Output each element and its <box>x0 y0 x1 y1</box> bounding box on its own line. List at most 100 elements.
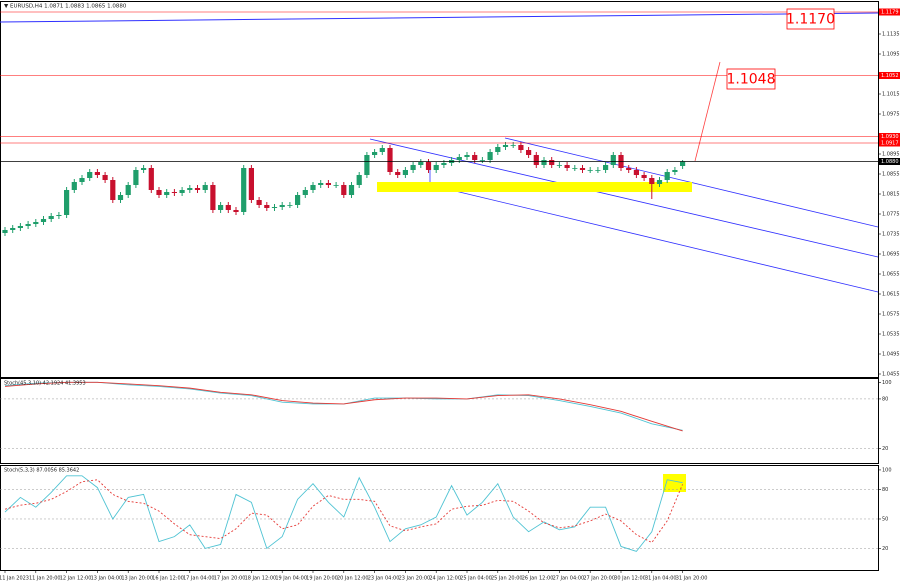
y-tick-label: 1.0495 <box>882 352 900 358</box>
candle-body <box>395 172 401 175</box>
annotation-box <box>726 68 776 90</box>
indicator-line <box>4 479 684 544</box>
highlight-zone <box>663 474 686 492</box>
candle-body <box>680 161 686 166</box>
candle-body <box>218 205 224 210</box>
y-tick-label: 20 <box>882 446 888 452</box>
y-tick-label: 80 <box>882 396 888 402</box>
y-tick-label: 1.0615 <box>882 292 900 298</box>
level-label: 1.0930 <box>881 134 899 140</box>
candle-body <box>210 185 216 210</box>
candle-body <box>341 185 347 195</box>
level-label: 1.1052 <box>881 73 899 79</box>
candle-body <box>179 190 185 193</box>
x-tick-label: 13 Jan 04:00 <box>91 576 123 582</box>
x-tick-label: 19 Jan 04:00 <box>275 576 307 582</box>
candle-body <box>348 185 355 195</box>
level-label-box <box>879 139 900 147</box>
level-label-box <box>879 158 900 165</box>
candle-body <box>595 170 601 171</box>
candle-body <box>318 183 324 185</box>
candle-body <box>610 155 616 165</box>
y-tick-label: 1.0695 <box>882 252 900 258</box>
main-panel-frame <box>0 1 879 378</box>
candle-body <box>387 148 393 172</box>
x-tick-label: 16 Jan 12:00 <box>152 576 184 582</box>
candle-body <box>164 192 170 195</box>
candle-body <box>526 150 532 155</box>
projection-line <box>694 61 721 162</box>
x-tick-label: 23 Jan 04:00 <box>368 576 400 582</box>
candle-body <box>248 168 254 200</box>
candle-body <box>94 172 100 175</box>
y-tick-label: 1.0855 <box>882 172 900 178</box>
candle-body <box>33 222 39 224</box>
x-tick-label: 25 Jan 04:00 <box>460 576 492 582</box>
candle-body <box>549 160 555 165</box>
candle-body <box>71 182 77 190</box>
candle-body <box>518 145 524 150</box>
annotation-box <box>786 8 835 30</box>
candle-body <box>402 170 408 175</box>
candle-body <box>664 172 670 180</box>
candle-body <box>279 205 285 207</box>
candle-body <box>125 185 131 195</box>
candle-body <box>2 230 8 233</box>
indicator-line <box>4 475 683 552</box>
candle-body <box>533 155 539 165</box>
marks <box>0 11 878 552</box>
indicator-panel-frame <box>0 378 879 464</box>
y-tick-label: 100 <box>882 467 892 473</box>
level-label: 1.0917 <box>881 141 899 147</box>
candle-body <box>410 165 416 170</box>
candle-body <box>48 216 54 219</box>
candle-body <box>372 152 378 155</box>
candle-body <box>194 188 201 190</box>
x-tick-label: 30 Jan 12:00 <box>614 576 646 582</box>
x-tick-label: 19 Jan 20:00 <box>306 576 338 582</box>
x-tick-label: 25 Jan 20:00 <box>491 576 523 582</box>
x-tick-label: 27 Jan 04:00 <box>553 576 585 582</box>
level-label-box <box>879 133 900 140</box>
candle-body <box>171 192 177 193</box>
annotation: 1.1048 <box>727 72 776 88</box>
candle-body <box>472 155 478 160</box>
y-tick-label: 1.0975 <box>882 112 900 118</box>
candle-body <box>487 152 493 160</box>
y-tick-label: 1.1095 <box>882 52 900 58</box>
y-tick-label: 50 <box>882 516 888 522</box>
candle-body <box>510 145 516 146</box>
candle-body <box>556 165 562 166</box>
candle-body <box>603 165 609 170</box>
candle-body <box>464 155 470 157</box>
candle-body <box>233 210 239 212</box>
y-tick-label: 80 <box>882 487 888 493</box>
trend-line <box>0 12 879 23</box>
support-zone <box>377 182 692 192</box>
x-tick-label: 12 Jan 12:00 <box>60 576 92 582</box>
level-label-box <box>879 8 900 16</box>
candle-body <box>433 165 439 170</box>
y-tick-label: 1.0655 <box>882 272 900 278</box>
x-tick-label: 31 Jan 04:00 <box>645 576 677 582</box>
candle-body <box>10 228 16 230</box>
candle-body <box>156 190 162 195</box>
candle-body <box>148 168 154 190</box>
candle-body <box>141 168 147 170</box>
candle-body <box>379 148 385 152</box>
x-tick-label: 31 Jan 20:00 <box>676 576 708 582</box>
candle-body <box>287 205 293 206</box>
indicator-title: Stoch(5,3,3) 87.0056 85.3642 <box>4 468 79 474</box>
indicator-title: Stoch(45,3,10) 42.1924 41.3953 <box>4 381 86 387</box>
y-tick-label: 1.0455 <box>882 372 900 378</box>
candle-body <box>418 162 424 165</box>
y-tick-label: 1.0575 <box>882 312 900 318</box>
candle-body <box>87 172 93 178</box>
candle-body <box>579 168 586 170</box>
x-tick-label: 23 Jan 20:00 <box>399 576 431 582</box>
candle-body <box>626 168 632 170</box>
candle-body <box>264 205 270 208</box>
candle-body <box>333 185 339 186</box>
candle-body <box>187 188 193 190</box>
